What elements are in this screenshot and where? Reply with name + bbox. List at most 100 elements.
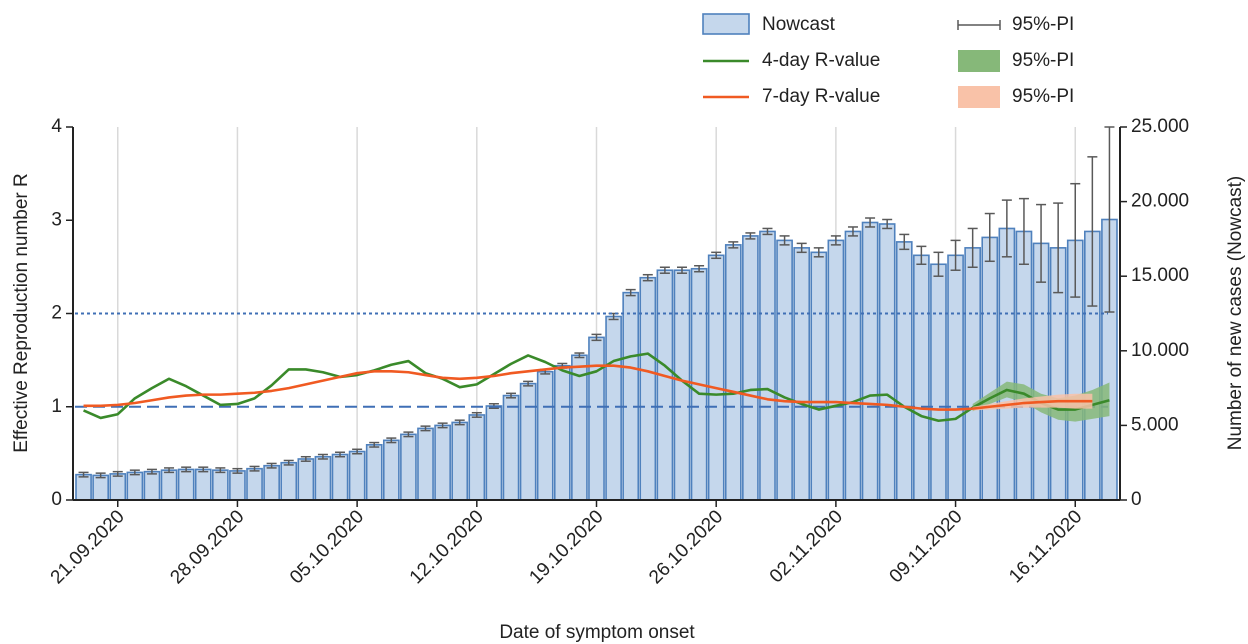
y2-tick-label: 15.000 — [1131, 265, 1189, 286]
bar — [861, 221, 879, 501]
error-bar — [1036, 203, 1047, 283]
legend-label: Nowcast — [762, 14, 836, 35]
y-tick-label: 2 — [51, 303, 62, 324]
error-bar — [232, 467, 243, 474]
error-bar — [198, 466, 209, 473]
error-bar — [420, 425, 431, 432]
bar — [964, 247, 982, 501]
error-bar — [762, 227, 773, 236]
error-bar — [523, 380, 534, 387]
error-bar — [471, 411, 482, 418]
error-bar — [830, 235, 841, 246]
bar — [177, 468, 195, 501]
bar — [314, 455, 332, 501]
bar — [194, 468, 212, 501]
error-bar — [95, 472, 106, 479]
error-bar — [146, 468, 157, 475]
bar — [400, 433, 417, 501]
bar — [485, 405, 503, 501]
bar — [246, 467, 263, 501]
legend-label: 4-day R-value — [762, 50, 880, 71]
bar — [878, 223, 896, 501]
y2-tick-label: 0 — [1131, 489, 1142, 510]
bar — [519, 382, 537, 501]
error-bar — [1070, 182, 1081, 298]
error-bar — [1001, 199, 1012, 258]
line — [83, 352, 1110, 423]
bar — [331, 453, 349, 501]
bar — [92, 474, 109, 501]
bar — [759, 230, 776, 501]
error-bar — [694, 265, 705, 273]
error-bar — [78, 471, 89, 478]
error-bar — [865, 217, 876, 228]
x-axis-title: Date of symptom onset — [499, 622, 695, 643]
bar — [109, 473, 127, 501]
legend-label: 7-day R-value — [762, 86, 880, 107]
error-bar — [659, 266, 670, 274]
bar — [639, 276, 657, 501]
error-bar — [967, 227, 978, 268]
error-bar — [642, 273, 653, 282]
error-bar — [676, 266, 687, 274]
bar — [998, 227, 1016, 501]
error-bar — [506, 392, 517, 399]
error-bar — [266, 462, 277, 469]
bar — [160, 469, 178, 501]
bar — [895, 241, 913, 501]
error-bar — [164, 467, 175, 474]
y2-tick-label: 5.000 — [1131, 414, 1179, 435]
error-bar — [181, 466, 192, 473]
bar — [502, 394, 520, 501]
bar — [724, 244, 742, 501]
bar — [776, 239, 793, 501]
error-bar — [249, 465, 260, 472]
bar — [263, 464, 280, 501]
error-bar — [112, 470, 123, 477]
x-tick-label: 26.10.2020 — [645, 506, 727, 588]
bar — [827, 239, 845, 501]
error-bar — [352, 448, 363, 455]
bar — [126, 471, 144, 501]
bar — [742, 235, 759, 501]
error-bar — [386, 437, 397, 444]
bar — [622, 291, 640, 501]
bar — [810, 251, 828, 501]
bar — [913, 254, 930, 501]
legend-swatch — [702, 13, 750, 35]
bar — [588, 336, 605, 501]
y2-tick-label: 10.000 — [1131, 340, 1189, 361]
error-bar — [813, 247, 824, 258]
error-bar — [1018, 197, 1029, 266]
error-bar — [317, 453, 328, 460]
x-tick-label: 16.11.2020 — [1005, 506, 1086, 587]
error-bar — [335, 451, 346, 458]
bar — [365, 443, 383, 501]
error-bar — [129, 469, 140, 476]
y-tick-label: 1 — [51, 396, 62, 417]
x-tick-label: 21.09.2020 — [47, 506, 129, 588]
bar — [143, 470, 161, 501]
bar — [348, 450, 366, 501]
error-bar — [711, 251, 722, 260]
bar — [75, 473, 92, 501]
bar — [211, 469, 229, 501]
error-bar — [899, 233, 910, 251]
error-bar — [1104, 126, 1115, 313]
bar — [280, 461, 298, 501]
bar — [605, 315, 622, 501]
x-tick-label: 28.09.2020 — [166, 506, 248, 588]
error-bar — [1087, 156, 1098, 307]
error-bar — [933, 251, 944, 277]
bar — [981, 236, 999, 501]
error-bar — [625, 288, 636, 297]
legend-label: 95%-PI — [1012, 14, 1074, 35]
bar — [930, 263, 947, 501]
bar — [434, 424, 451, 501]
x-tick-label: 09.11.2020 — [886, 506, 967, 587]
x-tick-label: 12.10.2020 — [406, 506, 488, 588]
bar — [844, 230, 862, 501]
error-bar — [437, 422, 448, 429]
legend-label: 95%-PI — [1012, 86, 1074, 107]
